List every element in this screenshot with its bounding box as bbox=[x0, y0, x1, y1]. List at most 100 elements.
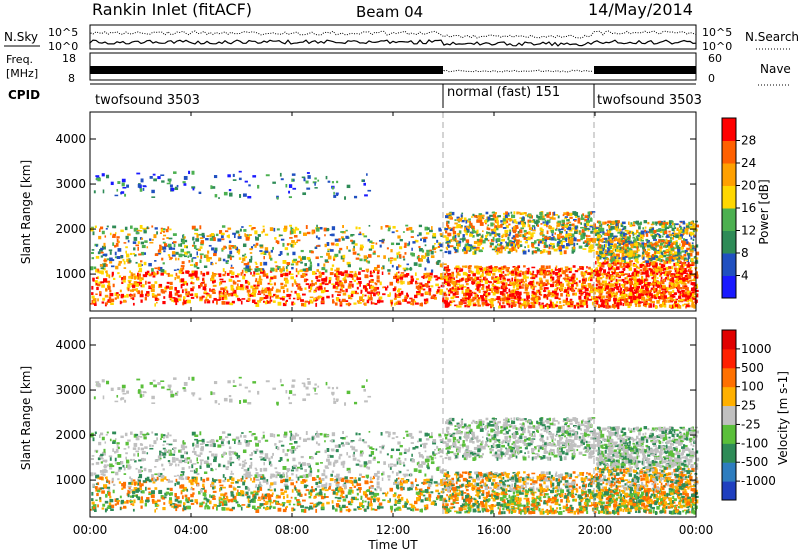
power-scatter-cell bbox=[447, 244, 450, 248]
power-scatter-cell bbox=[206, 294, 210, 297]
power-scatter-cell bbox=[191, 258, 194, 263]
power-scatter-cell bbox=[592, 231, 597, 234]
power-scatter-cell bbox=[292, 187, 297, 190]
power-scatter-cell bbox=[511, 301, 514, 305]
power-scatter-cell bbox=[427, 280, 431, 284]
power-scatter-cell bbox=[533, 285, 537, 288]
power-scatter-cell bbox=[600, 247, 605, 252]
power-scatter-cell bbox=[146, 291, 150, 294]
power-scatter-cell bbox=[172, 241, 177, 244]
power-scatter-cell bbox=[448, 215, 453, 219]
power-scatter-cell bbox=[157, 176, 161, 180]
power-scatter-cell bbox=[452, 292, 456, 296]
power-scatter-cell bbox=[324, 269, 328, 273]
power-scatter-cell bbox=[180, 285, 183, 289]
power-scatter-cell bbox=[117, 263, 121, 266]
power-scatter-cell bbox=[169, 281, 173, 286]
power-scatter-cell bbox=[121, 182, 125, 187]
power-scatter-cell bbox=[279, 234, 283, 237]
power-scatter-cell bbox=[368, 248, 373, 251]
power-scatter-cell bbox=[311, 271, 316, 275]
power-scatter-cell bbox=[483, 294, 487, 297]
power-scatter-cell bbox=[566, 222, 570, 225]
power-scatter-cell bbox=[309, 299, 313, 304]
power-scatter-cell bbox=[601, 300, 605, 304]
power-scatter-cell bbox=[476, 281, 480, 284]
power-scatter-cell bbox=[394, 275, 397, 278]
power-scatter-cell bbox=[157, 249, 162, 253]
power-scatter-cell bbox=[646, 244, 651, 248]
power-scatter-cell bbox=[539, 280, 544, 284]
power-scatter-cell bbox=[103, 278, 107, 282]
freq-tick-bottom: 8 bbox=[68, 72, 75, 85]
power-scatter-cell bbox=[552, 270, 555, 274]
power-scatter-cell bbox=[95, 269, 98, 273]
power-scatter-cell bbox=[620, 298, 622, 302]
power-scatter-cell bbox=[644, 291, 649, 296]
power-scatter-cell bbox=[524, 232, 527, 236]
power-scatter-cell bbox=[631, 246, 636, 249]
power-scatter-cell bbox=[299, 230, 302, 234]
power-scatter-cell bbox=[528, 214, 532, 217]
power-scatter-cell bbox=[693, 284, 697, 287]
power-scatter-cell bbox=[184, 245, 188, 249]
power-scatter-cell bbox=[431, 295, 435, 299]
power-scatter-cell bbox=[643, 248, 646, 252]
power-scatter-cell bbox=[283, 277, 288, 281]
power-scatter-cell bbox=[651, 221, 655, 225]
power-scatter-cell bbox=[597, 287, 602, 291]
power-scatter-cell bbox=[628, 277, 633, 280]
power-scatter-cell bbox=[109, 232, 112, 236]
power-scatter-cell bbox=[551, 291, 555, 296]
power-scatter-cell bbox=[555, 292, 559, 296]
power-scatter-cell bbox=[667, 271, 671, 275]
power-scatter-cell bbox=[588, 246, 593, 250]
power-scatter-cell bbox=[693, 256, 696, 259]
power-scatter-cell bbox=[125, 246, 128, 249]
power-scatter-cell bbox=[496, 250, 499, 255]
power-scatter-cell bbox=[446, 246, 449, 249]
power-scatter-cell bbox=[682, 222, 686, 225]
power-scatter-cell bbox=[615, 238, 619, 242]
power-scatter-cell bbox=[433, 296, 437, 300]
power-scatter-cell bbox=[678, 277, 682, 281]
power-scatter-cell bbox=[168, 244, 171, 248]
station-title: Rankin Inlet (fitACF) bbox=[92, 0, 252, 19]
power-scatter-cell bbox=[120, 229, 124, 233]
power-scatter-cell bbox=[199, 259, 202, 264]
power-scatter-cell bbox=[302, 272, 306, 276]
power-scatter-cell bbox=[427, 277, 432, 281]
power-scatter-cell bbox=[290, 230, 294, 235]
power-scatter-cell bbox=[642, 245, 645, 248]
power-scatter-cell bbox=[238, 233, 241, 237]
power-scatter-cell bbox=[585, 220, 590, 224]
power-scatter-cell bbox=[536, 222, 539, 227]
power-scatter-cell bbox=[496, 238, 501, 242]
power-scatter-cell bbox=[561, 240, 566, 243]
power-scatter-cell bbox=[101, 230, 105, 235]
power-scatter-cell bbox=[661, 255, 664, 259]
power-scatter-cell bbox=[600, 273, 603, 276]
power-scatter-cell bbox=[518, 240, 522, 243]
power-scatter-cell bbox=[626, 275, 628, 280]
power-scatter-cell bbox=[386, 247, 389, 250]
power-scatter-cell bbox=[450, 291, 454, 294]
power-scatter-cell bbox=[564, 287, 567, 289]
power-scatter-cell bbox=[178, 253, 183, 258]
power-scatter-cell bbox=[359, 283, 361, 287]
power-scatter-cell bbox=[314, 177, 317, 180]
power-scatter-cell bbox=[691, 299, 694, 304]
power-scatter-cell bbox=[251, 299, 256, 303]
power-scatter-cell bbox=[518, 285, 522, 289]
power-scatter-cell bbox=[196, 251, 198, 256]
power-scatter-cell bbox=[491, 297, 494, 302]
power-scatter-cell bbox=[424, 292, 428, 294]
power-scatter-cell bbox=[627, 279, 632, 283]
power-scatter-cell bbox=[507, 279, 509, 282]
power-scatter-cell bbox=[321, 278, 325, 282]
power-scatter-cell bbox=[180, 268, 183, 270]
power-scatter-cell bbox=[564, 274, 569, 277]
power-scatter-cell bbox=[402, 274, 406, 278]
power-scatter-cell bbox=[685, 223, 689, 225]
power-scatter-cell bbox=[655, 262, 658, 267]
